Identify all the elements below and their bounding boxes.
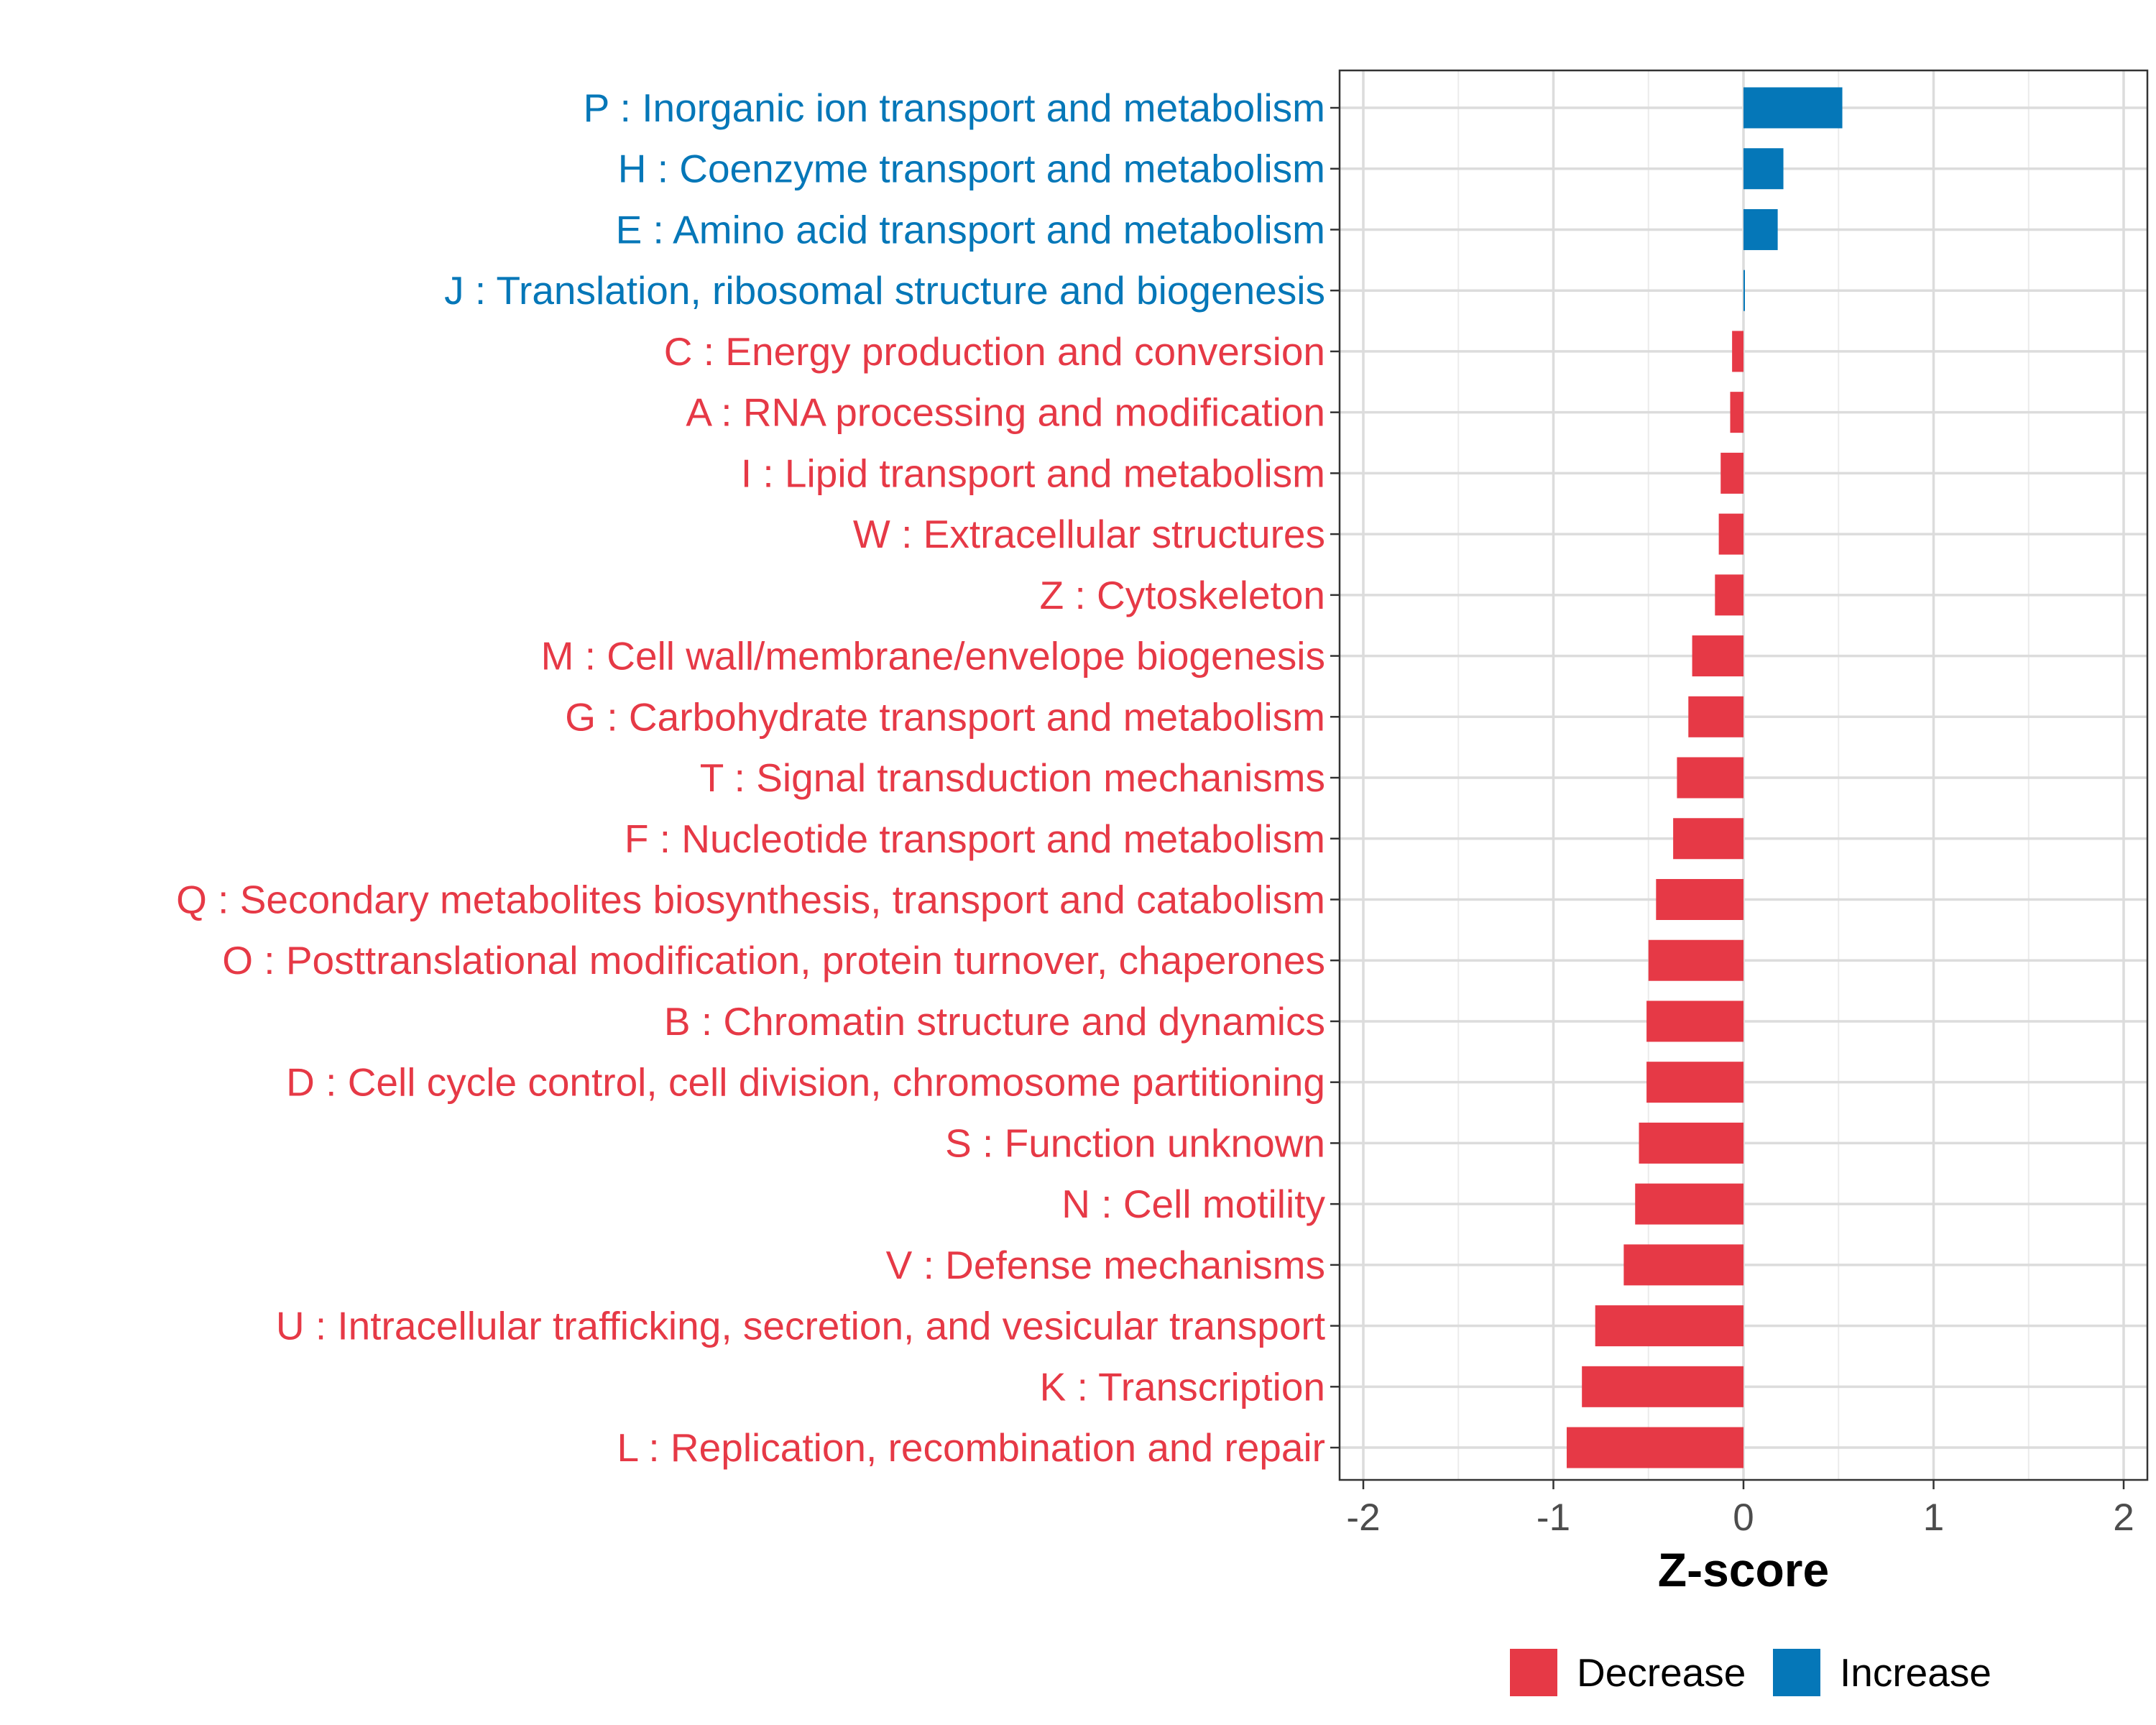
y-tick-label: H : Coenzyme transport and metabolism <box>618 147 1325 191</box>
y-tick-label: T : Signal transduction mechanisms <box>700 755 1325 800</box>
y-tick-label: J : Translation, ribosomal structure and… <box>444 268 1325 313</box>
bar-decrease <box>1639 1122 1743 1164</box>
y-tick-label: Z : Cytoskeleton <box>1040 573 1325 617</box>
y-tick-label: E : Amino acid transport and metabolism <box>616 207 1325 252</box>
bar-decrease <box>1635 1183 1743 1225</box>
legend-label-increase: Increase <box>1840 1650 1991 1695</box>
legend-key-increase <box>1773 1649 1820 1696</box>
bar-decrease <box>1732 331 1743 372</box>
y-tick-label: K : Transcription <box>1040 1364 1325 1409</box>
bar-decrease <box>1677 757 1743 799</box>
y-tick-label: B : Chromatin structure and dynamics <box>664 999 1325 1044</box>
x-tick-label: 0 <box>1733 1496 1754 1539</box>
bar-decrease <box>1692 635 1743 677</box>
y-axis: P : Inorganic ion transport and metaboli… <box>176 86 1340 1470</box>
bar-decrease <box>1715 574 1743 616</box>
y-tick-label: O : Posttranslational modification, prot… <box>222 938 1325 983</box>
y-tick-label: Q : Secondary metabolites biosynthesis, … <box>176 877 1325 921</box>
x-axis-title: Z-score <box>1658 1543 1829 1596</box>
bar-increase <box>1743 148 1784 190</box>
x-tick-label: 1 <box>1923 1496 1944 1539</box>
bar-decrease <box>1582 1366 1743 1407</box>
y-tick-label: C : Energy production and conversion <box>664 329 1325 374</box>
y-tick-label: V : Defense mechanisms <box>886 1243 1325 1287</box>
bar-decrease <box>1718 513 1743 555</box>
bar-decrease <box>1646 1062 1743 1103</box>
bar-increase <box>1743 270 1745 311</box>
y-tick-label: F : Nucleotide transport and metabolism <box>625 816 1325 861</box>
y-tick-label: L : Replication, recombination and repai… <box>617 1425 1325 1470</box>
legend-label-decrease: Decrease <box>1577 1650 1746 1695</box>
bar-increase <box>1743 208 1778 250</box>
bar-decrease <box>1648 939 1743 981</box>
x-tick-label: -1 <box>1537 1496 1570 1539</box>
legend: Decrease Increase <box>1510 1649 1991 1696</box>
bar-decrease <box>1656 878 1743 920</box>
bars <box>1567 87 1843 1468</box>
bar-decrease <box>1673 818 1743 860</box>
y-tick-label: P : Inorganic ion transport and metaboli… <box>584 86 1325 130</box>
bar-decrease <box>1688 696 1743 737</box>
x-tick-label: -2 <box>1346 1496 1380 1539</box>
y-tick-label: N : Cell motility <box>1061 1182 1325 1226</box>
y-tick-label: I : Lipid transport and metabolism <box>741 451 1325 495</box>
x-tick-label: 2 <box>2113 1496 2134 1539</box>
bar-decrease <box>1623 1244 1743 1286</box>
y-tick-label: M : Cell wall/membrane/envelope biogenes… <box>541 634 1325 678</box>
y-tick-label: A : RNA processing and modification <box>686 390 1325 435</box>
y-tick-label: S : Function unknown <box>945 1121 1325 1165</box>
x-axis: -2 -1 0 1 2 <box>1346 1480 2134 1539</box>
bar-decrease <box>1730 392 1743 433</box>
bar-decrease <box>1595 1305 1743 1347</box>
legend-key-decrease <box>1510 1649 1557 1696</box>
y-tick-label: G : Carbohydrate transport and metabolis… <box>565 694 1325 739</box>
bar-decrease <box>1567 1427 1743 1468</box>
bar-increase <box>1743 87 1843 129</box>
bar-decrease <box>1646 1000 1743 1042</box>
bar-decrease <box>1720 452 1743 494</box>
y-tick-label: D : Cell cycle control, cell division, c… <box>286 1060 1325 1105</box>
y-tick-label: W : Extracellular structures <box>853 512 1325 556</box>
y-tick-label: U : Intracellular trafficking, secretion… <box>276 1304 1325 1348</box>
